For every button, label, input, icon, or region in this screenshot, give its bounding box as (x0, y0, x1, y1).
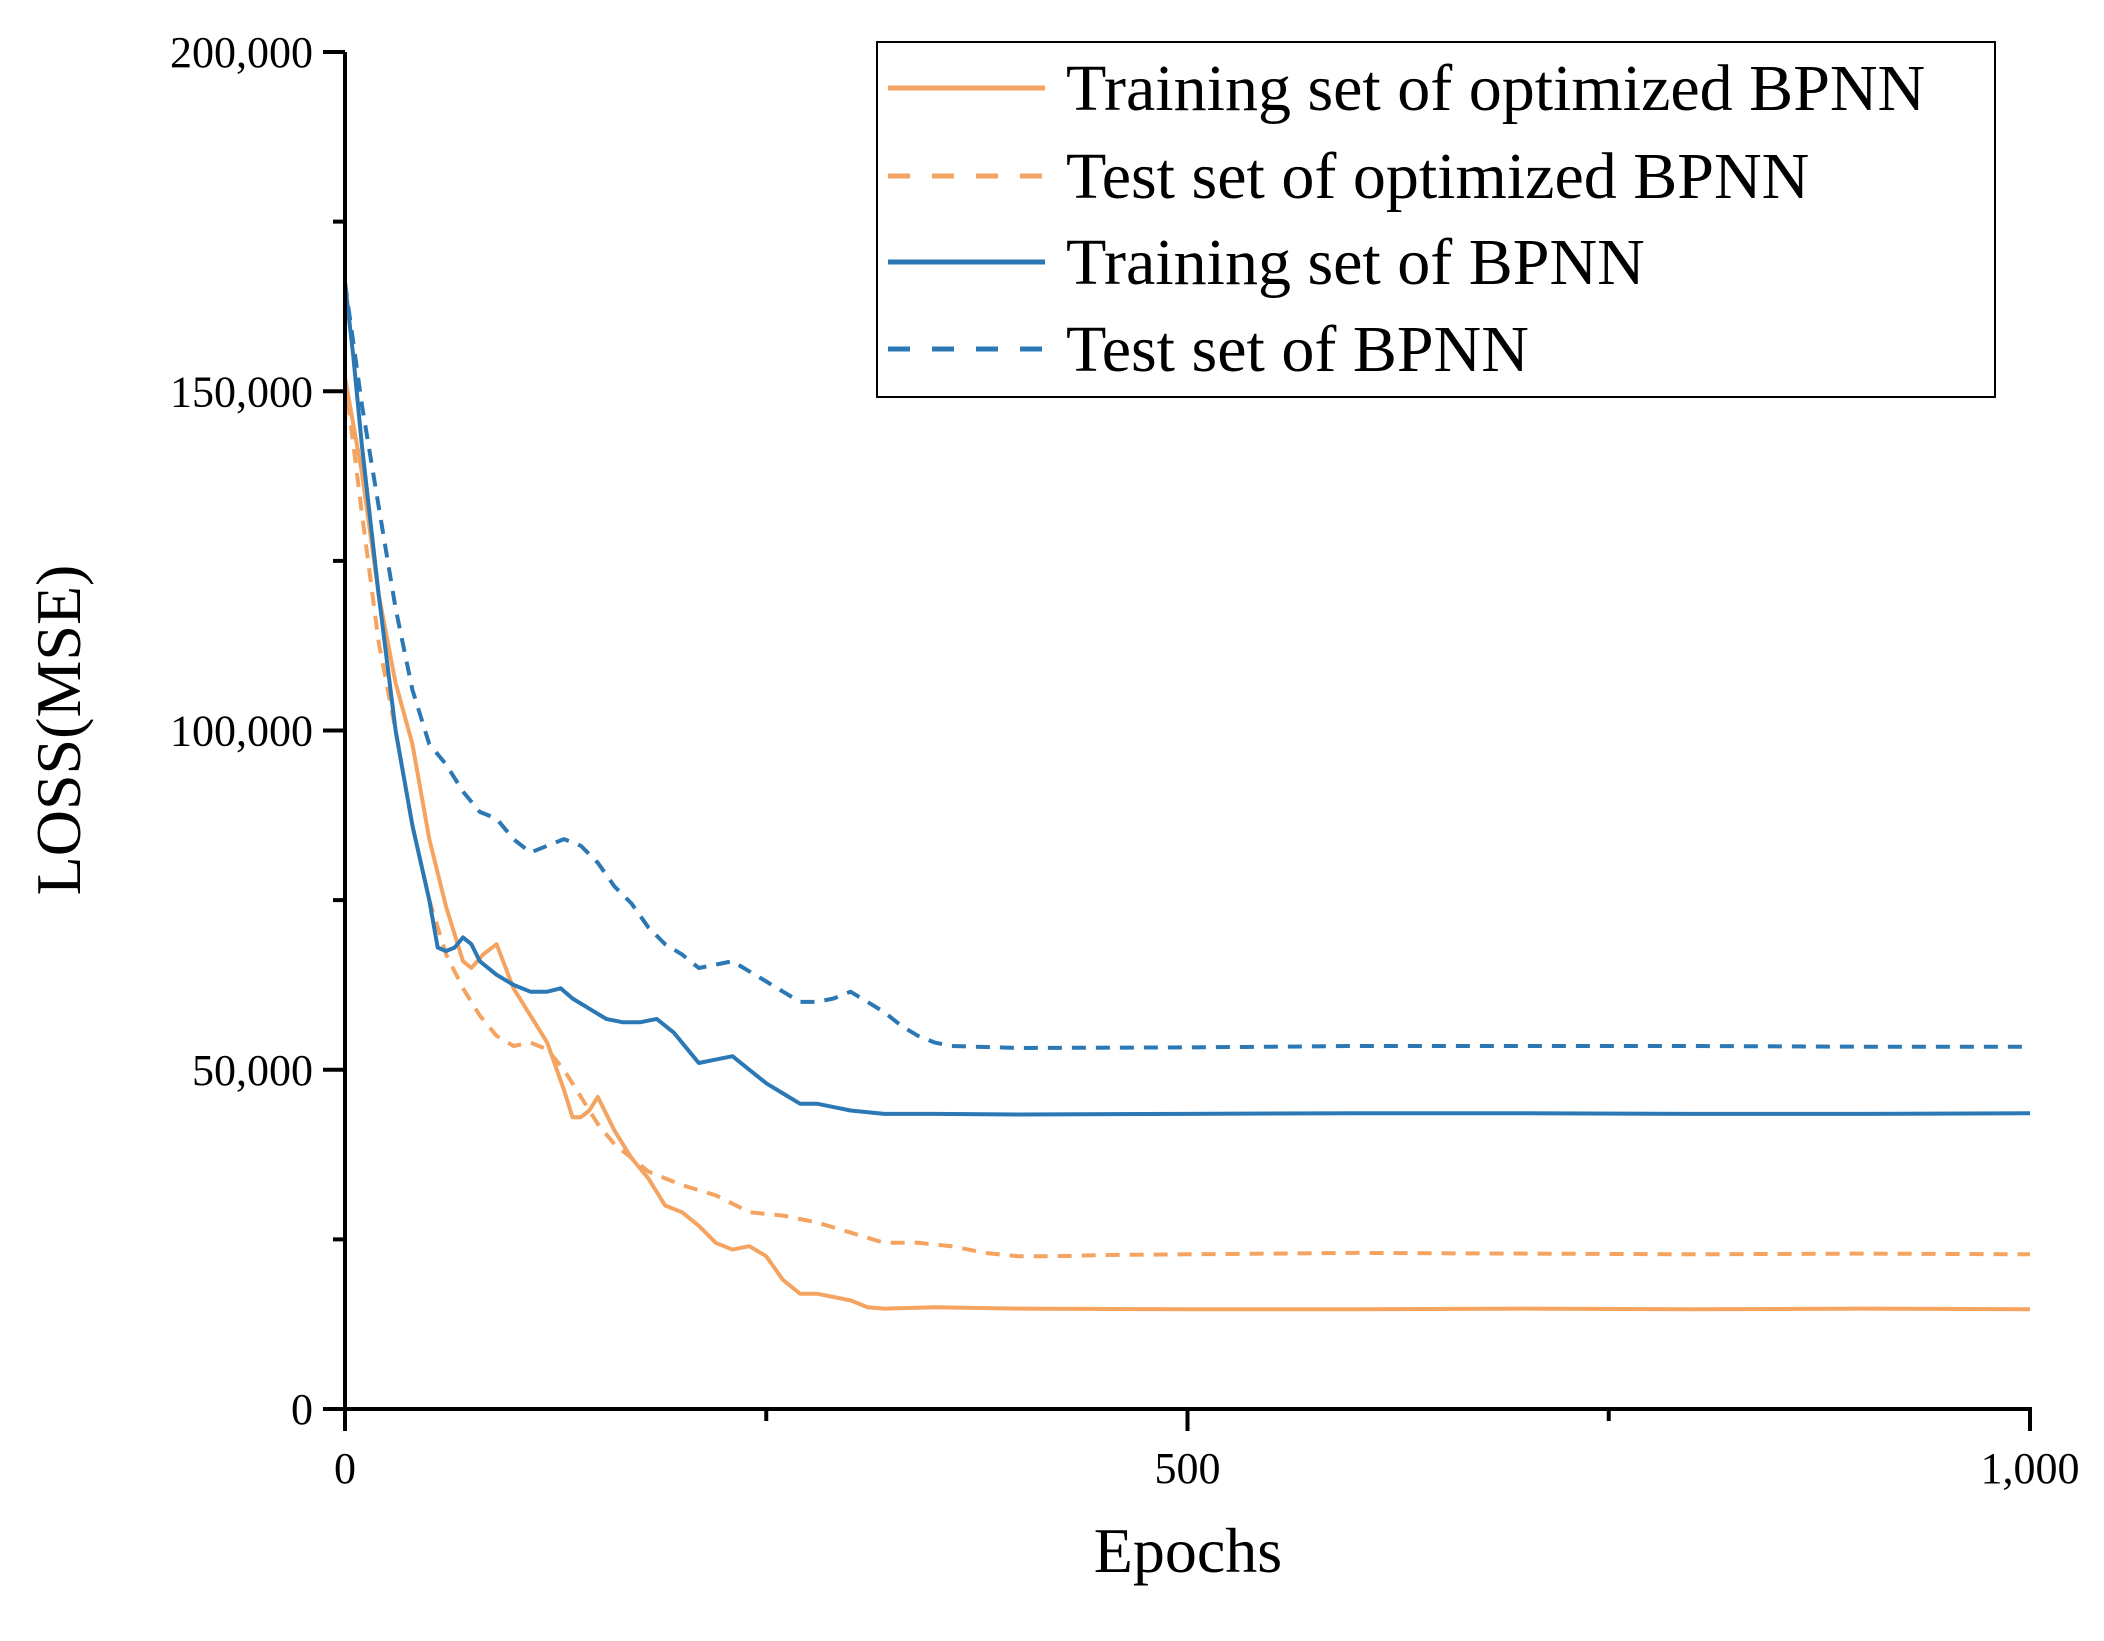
y-axis-title: LOSS(MSE) (23, 565, 94, 896)
series-line-1 (343, 377, 2031, 1312)
legend-label-4: Test set of BPNN (1066, 313, 1529, 386)
y-tick-label: 100,000 (170, 707, 313, 756)
x-tick-label: 500 (1155, 1444, 1221, 1493)
y-tick-label: 0 (291, 1385, 313, 1434)
series-line-4 (343, 282, 2030, 1050)
y-tick-label: 150,000 (170, 367, 313, 416)
legend-label-2: Test set of optimized BPNN (1066, 140, 1809, 213)
legend-box (876, 41, 1996, 398)
legend: Training set of optimized BPNN Test set o… (876, 41, 1996, 398)
y-tick-label: 200,000 (170, 28, 313, 77)
x-tick-label: 1,000 (1981, 1444, 2080, 1493)
y-tick-label: 50,000 (192, 1046, 313, 1095)
legend-label-1: Training set of optimized BPNN (1066, 52, 1925, 125)
series-layer (343, 282, 2031, 1312)
x-tick-label: 0 (334, 1444, 356, 1493)
ticks: 0 50,000 100,000 150,000 200,000 0 500 1,000 (170, 28, 2080, 1493)
series-line-3 (343, 282, 2031, 1117)
x-axis-title: Epochs (1094, 1515, 1282, 1586)
series-line-2 (343, 377, 2031, 1259)
legend-label-3: Training set of BPNN (1066, 226, 1645, 299)
